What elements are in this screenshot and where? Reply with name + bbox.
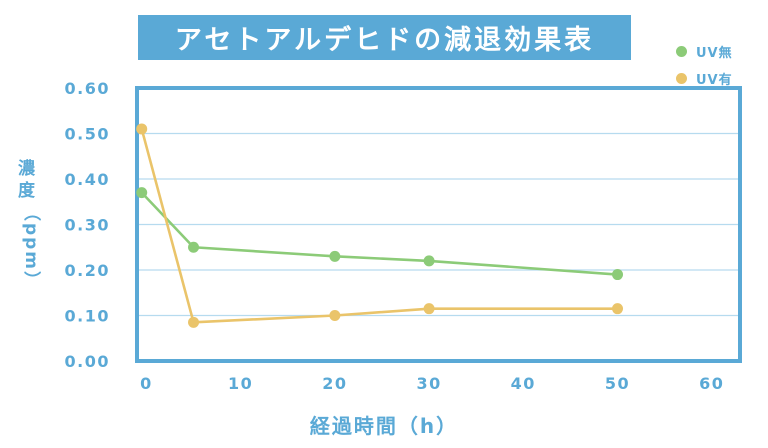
legend-label-uv-off: UV無 bbox=[696, 46, 733, 61]
data-point bbox=[612, 303, 624, 315]
y-tick-label: 0.10 bbox=[65, 307, 110, 326]
y-tick-label: 0.30 bbox=[65, 216, 110, 235]
y-tick-label: 0.00 bbox=[65, 352, 110, 371]
y-tick-label: 0.60 bbox=[65, 79, 110, 98]
x-tick-label: 10 bbox=[228, 374, 253, 393]
plot-frame bbox=[135, 86, 742, 363]
x-tick-label: 30 bbox=[416, 374, 441, 393]
y-axis-label: 濃度 （ppm） bbox=[18, 158, 44, 290]
legend: UV無 UV有 bbox=[676, 38, 733, 92]
data-point bbox=[188, 316, 200, 328]
data-point bbox=[423, 303, 435, 315]
legend-item-uv-off: UV無 bbox=[676, 38, 733, 65]
data-point bbox=[136, 123, 148, 135]
legend-swatch-uv-off bbox=[676, 46, 687, 57]
x-tick-label: 20 bbox=[322, 374, 347, 393]
data-point bbox=[329, 310, 341, 321]
legend-label-uv-on: UV有 bbox=[696, 73, 733, 88]
x-tick-label: 50 bbox=[605, 374, 630, 393]
x-tick-label: 40 bbox=[511, 374, 536, 393]
y-tick-label: 0.20 bbox=[65, 261, 110, 280]
data-point bbox=[329, 250, 341, 262]
data-point bbox=[612, 269, 624, 281]
x-axis-label: 経過時間（h） bbox=[309, 414, 459, 438]
legend-item-uv-on: UV有 bbox=[676, 65, 733, 92]
series-line-0 bbox=[140, 191, 618, 276]
data-point bbox=[188, 241, 200, 253]
series-line-1 bbox=[140, 128, 618, 324]
data-point bbox=[136, 187, 148, 199]
x-tick-label: 60 bbox=[699, 374, 724, 393]
chart-title: アセトアルデヒドの減退効果表 bbox=[138, 15, 631, 60]
y-tick-label: 0.50 bbox=[65, 125, 110, 144]
y-axis-label-main: 濃度 bbox=[18, 159, 35, 201]
y-tick-label: 0.40 bbox=[65, 170, 110, 189]
data-point bbox=[423, 255, 435, 267]
legend-swatch-uv-on bbox=[676, 73, 687, 84]
x-tick-label: 0 bbox=[140, 374, 153, 393]
